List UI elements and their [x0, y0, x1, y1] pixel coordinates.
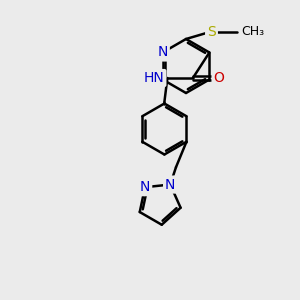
Text: O: O — [214, 71, 224, 85]
Text: CH₃: CH₃ — [242, 25, 265, 38]
Text: HN: HN — [144, 71, 164, 85]
Text: N: N — [140, 180, 150, 194]
Text: N: N — [165, 178, 175, 191]
Text: S: S — [207, 25, 216, 38]
Text: N: N — [158, 46, 168, 59]
